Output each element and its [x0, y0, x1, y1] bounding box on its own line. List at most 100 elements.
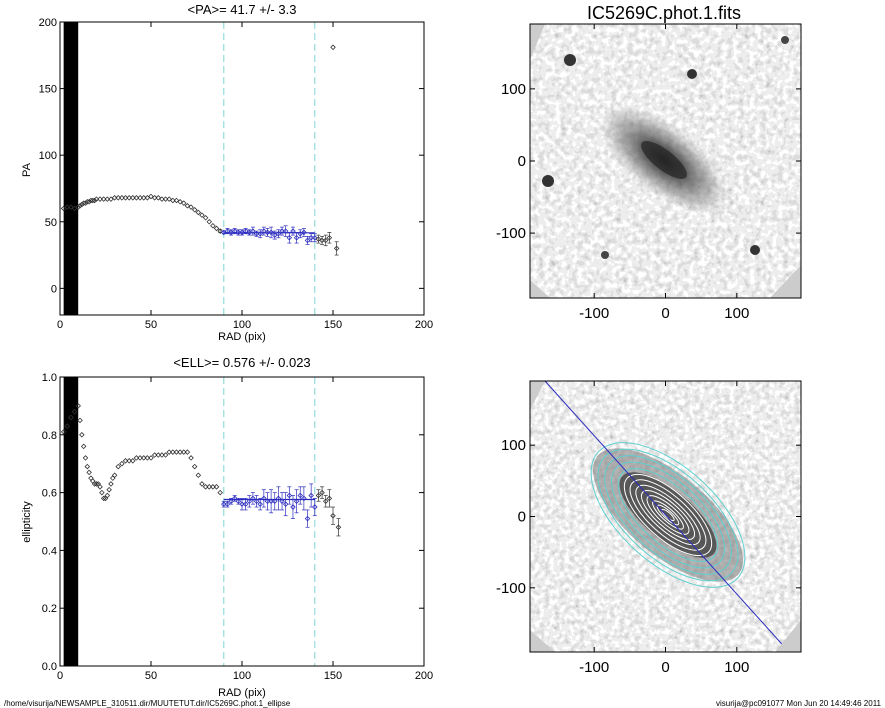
pa-data-point [304, 237, 311, 244]
overlay-y-tick-label: 100 [501, 437, 526, 454]
ell-data-point [100, 495, 107, 502]
pa-data-point [60, 205, 67, 212]
ell-data-point [326, 495, 333, 502]
pa-y-tick-label: 100 [39, 150, 57, 162]
image-corner [775, 620, 801, 652]
ell-data-point [322, 498, 329, 505]
pa-data-point [173, 197, 180, 204]
ell-x-tick-label: 200 [415, 670, 433, 682]
ell-y-tick-label: 0.2 [42, 603, 57, 615]
ell-data-point [202, 484, 209, 490]
ell-data-point [119, 460, 125, 467]
pa-data-point [97, 196, 103, 202]
pa-x-axis-label: RAD (pix) [218, 331, 266, 343]
ell-data-point [264, 498, 271, 505]
ell-data-point [195, 472, 202, 479]
ell-data-point [335, 524, 342, 531]
ell-x-tick-label: 50 [145, 670, 157, 682]
ell-data-point [315, 492, 322, 499]
galaxy-core [619, 472, 717, 558]
overlay-x-tick-label: -100 [579, 659, 609, 676]
ell-data-point [110, 475, 116, 481]
pa-data-point [177, 199, 183, 205]
ell-data-point [115, 463, 122, 470]
ell-data-point [162, 452, 169, 458]
ell-y-tick-label: 1.0 [42, 372, 57, 384]
ell-data-point [191, 463, 198, 470]
ell-data-point [180, 449, 187, 455]
ell-data-point [79, 432, 85, 438]
pa-plot-title: <PA>= 41.7 +/- 3.3 [188, 2, 297, 17]
ell-data-point [97, 484, 103, 490]
star [750, 245, 760, 255]
pa-x-tick-label: 0 [57, 319, 63, 331]
overlay-x-tick-label: 0 [661, 659, 669, 676]
ell-data-point [239, 501, 245, 507]
pa-y-axis-label: PA [21, 162, 33, 177]
pa-data-point [180, 200, 187, 206]
pa-data-point [235, 229, 242, 236]
ell-data-point [312, 504, 318, 510]
pa-plot-frame [59, 21, 425, 316]
ell-data-point [122, 458, 129, 464]
pa-data-point [195, 209, 202, 216]
isophote-ellipse [617, 468, 719, 562]
pa-data-point [286, 234, 293, 241]
ell-data-point [177, 449, 183, 455]
pa-data-point [191, 207, 198, 213]
ell-data-point [126, 458, 132, 464]
pa-data-point [333, 245, 340, 252]
ellipticity-profile-plot: <ELL>= 0.576 +/- 0.023 ellipticity RAD (… [21, 355, 433, 699]
ell-data-point [184, 449, 191, 455]
pa-data-point [162, 196, 169, 202]
star [601, 251, 609, 259]
ell-plot-frame [59, 376, 425, 667]
ell-data-point [108, 481, 114, 487]
ell-data-point [155, 452, 162, 458]
image-x-tick-label: 0 [661, 305, 669, 322]
ell-data-point [206, 484, 213, 490]
ell-y-tick-label: 0.0 [42, 661, 57, 673]
pa-data-point [271, 232, 278, 238]
ell-data-point [293, 498, 300, 505]
pa-data-point [319, 237, 325, 244]
ell-y-axis-label: ellipticity [21, 501, 33, 543]
major-axis-line [544, 381, 790, 652]
pa-x-tick-label: 200 [415, 319, 433, 331]
pa-data-point [130, 195, 136, 201]
ell-data-point [210, 484, 216, 490]
overlay-x-tick-label: 100 [724, 659, 749, 676]
pa-data-point [239, 229, 245, 236]
ell-x-tick-label: 0 [57, 670, 63, 682]
pa-data-point [133, 195, 140, 201]
pa-data-point [275, 230, 282, 237]
star [781, 36, 789, 44]
ell-data-point [75, 403, 81, 409]
ell-data-point [221, 501, 227, 507]
pa-data-point [297, 230, 304, 237]
isophote-ellipse [629, 479, 707, 551]
ell-data-point [246, 498, 253, 505]
ell-data-point [99, 489, 105, 496]
ell-data-point [166, 449, 172, 455]
ell-data-point [308, 492, 314, 499]
pa-data-point [84, 199, 91, 205]
ell-data-point [93, 481, 100, 487]
pa-data-point [228, 229, 234, 236]
ell-data-point [60, 429, 67, 435]
ell-data-point [88, 475, 94, 481]
pa-data-point [170, 197, 176, 204]
ell-data-point [86, 469, 92, 476]
galaxy-core [641, 141, 687, 179]
ell-data-point [68, 414, 74, 421]
ell-data-point [102, 495, 109, 502]
ell-data-point [188, 455, 194, 461]
pa-data-point [224, 228, 231, 234]
pa-data-point [148, 193, 154, 200]
image-corner [530, 280, 550, 298]
ell-data-point [133, 455, 140, 461]
ell-data-point [257, 501, 263, 507]
overlay-axis-ticks: -100 0 100 -100 0 100 [496, 381, 801, 676]
ell-data-point [77, 417, 83, 424]
pa-data-point [155, 195, 162, 201]
